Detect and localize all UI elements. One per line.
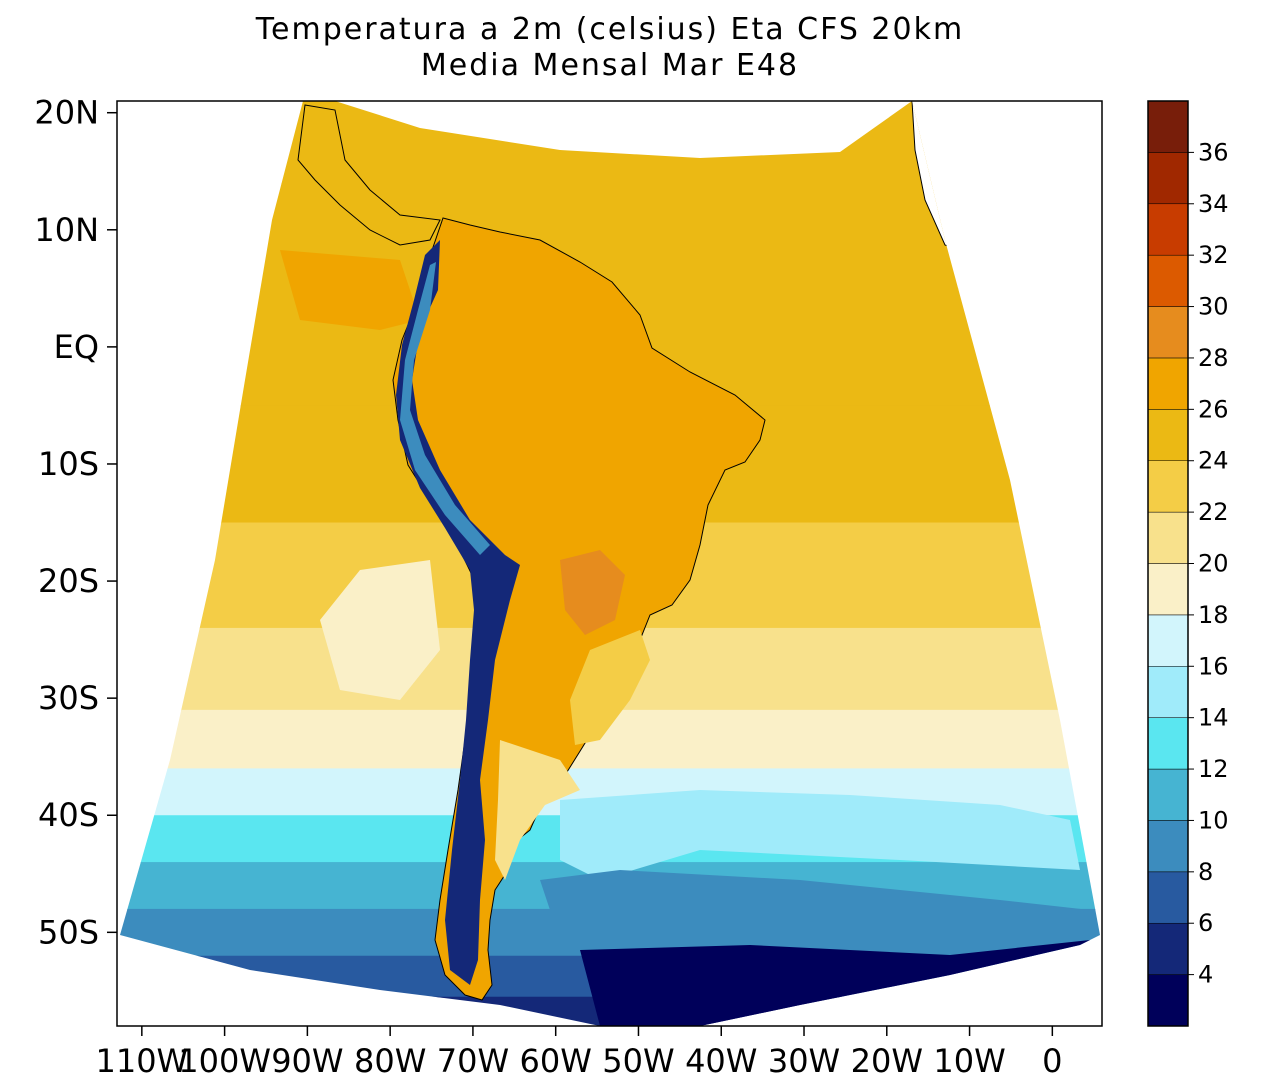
colorbar-swatch — [1147, 871, 1189, 924]
x-tick-label: 20W — [851, 1042, 923, 1080]
region-patagonia-cool — [495, 740, 580, 880]
colorbar-label: 16 — [1198, 652, 1229, 680]
colorbar-label: 36 — [1198, 138, 1229, 166]
colorbar-swatch — [1147, 511, 1189, 564]
x-tick-label: 90W — [271, 1042, 343, 1080]
temp-region — [280, 250, 420, 330]
x-tick-label: 50W — [602, 1042, 674, 1080]
y-axis: 20N 10N EQ 10S 20S 30S 40S 50S — [34, 94, 117, 951]
colorbar-swatch — [1147, 409, 1189, 461]
temp-band — [120, 101, 1100, 184]
y-tick-label: 30S — [38, 679, 99, 717]
temperature-field — [120, 101, 1100, 1026]
x-tick-label: 100W — [178, 1042, 271, 1080]
x-tick-label: 40W — [685, 1042, 757, 1080]
x-tick-label: 80W — [354, 1042, 426, 1080]
temp-region — [560, 790, 1080, 880]
y-tick-label: 40S — [38, 796, 99, 834]
colorbar-label: 28 — [1198, 344, 1229, 372]
colorbar-swatch — [1147, 460, 1189, 513]
x-tick-label: 0 — [1042, 1042, 1062, 1080]
x-tick-label: 30W — [768, 1042, 840, 1080]
temp-region — [320, 560, 440, 700]
colorbar-swatch — [1147, 717, 1189, 770]
colorbar-label: 22 — [1198, 498, 1229, 526]
colorbar-label: 6 — [1198, 909, 1213, 937]
colorbar-label: 18 — [1198, 601, 1229, 629]
x-tick-label: 70W — [437, 1042, 509, 1080]
region-central-heat — [560, 550, 625, 635]
colorbar-swatch — [1147, 974, 1189, 1027]
colorbar-swatch — [1147, 306, 1189, 359]
colorbar-swatch — [1147, 203, 1189, 256]
colorbar-swatch — [1147, 563, 1189, 616]
temp-band — [120, 182, 1100, 290]
colorbar-label: 12 — [1198, 755, 1229, 783]
colorbar-swatch — [1147, 820, 1189, 873]
central-america — [297, 104, 441, 246]
colorbar-label: 10 — [1198, 806, 1229, 834]
x-tick-label: 110W — [95, 1042, 188, 1080]
title-line-1: Temperatura a 2m (celsius) Eta CFS 20km — [255, 12, 965, 47]
x-tick-label: 60W — [520, 1042, 592, 1080]
colorbar-swatch — [1147, 666, 1189, 718]
colorbar-swatch — [1147, 357, 1189, 410]
colorbar-label: 8 — [1198, 858, 1213, 886]
colorbar-label: 26 — [1198, 395, 1229, 423]
y-tick-label: 10S — [38, 445, 99, 483]
colorbar-label: 34 — [1198, 190, 1229, 218]
colorbar-swatch — [1147, 768, 1189, 821]
title-line-2: Media Mensal Mar E48 — [420, 48, 800, 83]
y-tick-label: 20S — [38, 562, 99, 600]
colorbar-label: 30 — [1198, 293, 1229, 321]
colorbar-label: 24 — [1198, 447, 1229, 475]
andes-highlight — [400, 262, 490, 555]
colorbar-label: 32 — [1198, 241, 1229, 269]
colorbar-label: 14 — [1198, 704, 1229, 732]
map-frame — [116, 100, 1103, 1027]
colorbar-swatch — [1147, 100, 1189, 153]
y-tick-label: 20N — [34, 94, 99, 132]
colorbar-swatch — [1147, 254, 1189, 307]
temp-region — [540, 870, 1095, 940]
temp-region — [580, 940, 1095, 1026]
colorbar-label: 20 — [1198, 550, 1229, 578]
colorbar-swatch — [1147, 614, 1189, 667]
colorbar-swatch — [1147, 152, 1189, 205]
x-tick-label: 10W — [933, 1042, 1005, 1080]
y-tick-label: EQ — [54, 328, 99, 366]
colorbar-label: 4 — [1198, 961, 1213, 989]
y-tick-label: 10N — [34, 211, 99, 249]
andes-cold-band — [396, 240, 520, 985]
region-south-east-mild — [570, 630, 650, 745]
colorbar: 4 6 8 10 12 14 16 18 20 22 24 26 28 30 32 34 36 — [1147, 100, 1229, 1027]
y-tick-label: 50S — [38, 913, 99, 951]
colorbar-swatch — [1147, 922, 1189, 975]
